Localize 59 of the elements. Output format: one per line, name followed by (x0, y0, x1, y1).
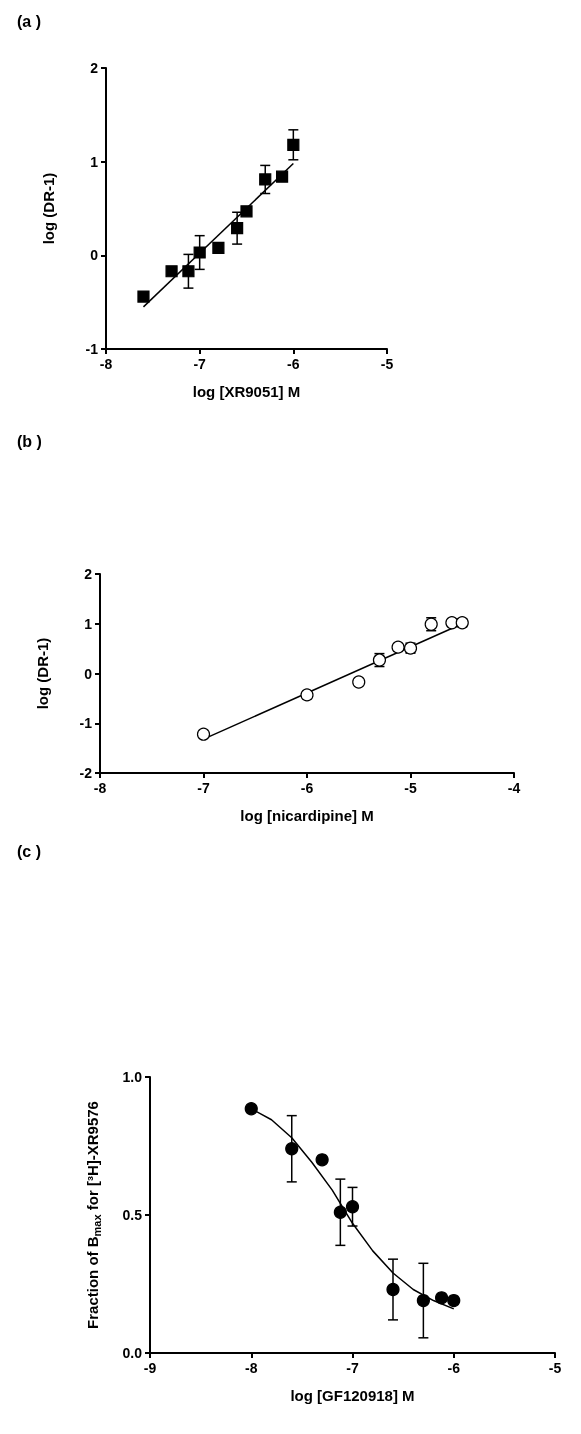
y-tick-label: 0 (84, 665, 93, 682)
chart-title: (b ) (17, 432, 42, 450)
x-axis-title: log [XR9051] M (192, 382, 301, 400)
y-tick-label: -2 (79, 765, 93, 781)
x-axis-title: log [nicardipine] M (240, 806, 374, 824)
point (137, 290, 150, 303)
point (345, 1200, 360, 1214)
point (259, 173, 272, 186)
point (445, 616, 459, 630)
point (244, 1102, 258, 1116)
x-tick-label: -5 (404, 780, 417, 796)
point (165, 265, 178, 278)
x-tick-label: -6 (287, 356, 300, 372)
chart-title: (c ) (17, 842, 41, 860)
x-tick-label: -7 (193, 356, 207, 372)
x-tick-label: -5 (380, 356, 394, 372)
y-tick-label: 0.0 (122, 1345, 143, 1361)
x-axis-title: log [GF120918] M (290, 1386, 415, 1404)
y-tick-label: 0 (90, 247, 99, 264)
x-tick-label: -6 (447, 1360, 461, 1376)
point (212, 241, 225, 254)
point (275, 170, 289, 183)
point (196, 727, 211, 741)
x-tick-label: -5 (548, 1360, 562, 1376)
y-axis-title: log (DR-1) (33, 637, 51, 710)
y-axis-title: Fraction of Bmax for [³H]-XR9576 (83, 1101, 103, 1329)
point (287, 138, 300, 151)
x-tick-label: -8 (93, 780, 107, 796)
point (435, 1291, 449, 1305)
point (240, 205, 253, 218)
x-tick-label: -8 (99, 356, 113, 372)
y-tick-label: 1.0 (122, 1069, 143, 1085)
y-tick-label: 0.5 (122, 1207, 143, 1223)
x-tick-label: -9 (143, 1360, 157, 1376)
y-tick-label: -1 (85, 341, 99, 357)
y-tick-label: 1 (84, 615, 93, 632)
chart-title: (a ) (17, 12, 41, 30)
y-axis-title: log (DR-1) (39, 172, 57, 245)
point (386, 1282, 400, 1297)
point (333, 1205, 347, 1219)
point (285, 1142, 299, 1156)
point (182, 265, 195, 278)
y-tick-label: 2 (90, 60, 99, 76)
point (300, 688, 314, 702)
point (352, 675, 366, 689)
x-tick-label: -7 (346, 1360, 359, 1376)
y-tick-label: 1 (90, 153, 99, 170)
x-tick-label: -6 (300, 780, 314, 796)
point (315, 1153, 329, 1167)
point (447, 1293, 461, 1308)
x-tick-label: -7 (197, 780, 210, 796)
x-tick-label: -4 (507, 780, 521, 796)
point (193, 246, 206, 259)
y-tick-label: -1 (79, 715, 93, 732)
point (391, 640, 405, 654)
point (416, 1293, 430, 1308)
x-tick-label: -8 (245, 1360, 258, 1376)
y-tick-label: 2 (84, 566, 93, 582)
point (231, 222, 244, 235)
